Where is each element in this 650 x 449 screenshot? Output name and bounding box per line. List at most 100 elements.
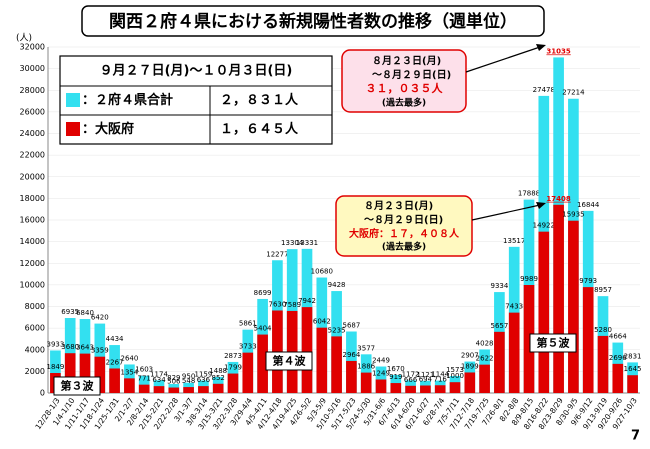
bar — [582, 287, 594, 393]
data-label: 9793 — [579, 277, 597, 285]
bar — [124, 378, 135, 393]
callout-text: ～８月２９日(日) — [372, 69, 451, 81]
callout-box — [341, 49, 467, 113]
wave-box — [265, 351, 313, 371]
bar — [434, 385, 446, 393]
y-tick-label: 14000 — [20, 237, 45, 246]
data-label: 3643 — [76, 344, 94, 352]
bar — [138, 384, 150, 393]
data-label: 2449 — [372, 357, 390, 365]
bar — [64, 353, 76, 393]
data-label: 1121 — [416, 371, 434, 379]
bar — [153, 386, 165, 393]
bar — [183, 387, 194, 393]
data-label: 1645 — [624, 365, 642, 373]
wave-box — [53, 376, 101, 396]
bar — [242, 352, 254, 393]
data-label: 6840 — [76, 309, 94, 317]
bar — [79, 353, 91, 393]
bar — [227, 373, 239, 393]
data-label: 27214 — [562, 89, 585, 97]
data-label: 5280 — [594, 326, 612, 334]
chart-title: 関西２府４県における新規陽性者数の推移（週単位） — [109, 11, 517, 32]
data-label: 4664 — [609, 333, 627, 341]
data-label: 2267 — [106, 358, 124, 366]
y-tick-label: 26000 — [20, 107, 45, 116]
bar — [198, 386, 209, 393]
data-label: 9334 — [490, 282, 508, 290]
data-label: 13304 — [281, 239, 304, 247]
data-label: 4434 — [106, 335, 124, 343]
bar — [50, 350, 61, 393]
data-label: 1488 — [209, 367, 227, 375]
y-tick-label: 28000 — [20, 86, 45, 95]
data-label: 919 — [389, 373, 402, 381]
data-label: 1899 — [461, 362, 479, 370]
data-label: 3577 — [357, 344, 375, 352]
data-label: 17408 — [546, 195, 570, 203]
title-box — [81, 5, 545, 37]
data-label: 13517 — [503, 237, 525, 245]
data-label: 12277 — [266, 250, 288, 258]
data-label: 13331 — [296, 239, 318, 247]
bar — [464, 372, 476, 393]
arrowhead — [536, 202, 546, 209]
data-label: 5235 — [328, 326, 346, 334]
y-unit: (人) — [16, 33, 32, 44]
legend-label: ：大阪府 — [82, 121, 134, 137]
bar — [612, 363, 624, 393]
bar — [301, 307, 313, 393]
legend-swatch — [66, 122, 80, 136]
data-label: 1670 — [387, 365, 405, 373]
y-tick-label: 30000 — [20, 64, 45, 73]
data-label: 6935 — [61, 308, 79, 316]
callout-text: ３１，０３５人 — [366, 81, 444, 95]
y-tick-label: 2000 — [25, 367, 45, 376]
data-label: 7630 — [268, 301, 286, 309]
callout-arrow — [471, 204, 541, 221]
data-label: 1799 — [224, 364, 242, 372]
wave-label: 第４波 — [273, 354, 307, 368]
data-label: 16844 — [577, 201, 600, 209]
data-label: 31035 — [546, 47, 570, 55]
callout-text: (過去最多) — [382, 241, 426, 253]
legend-period: ９月２７日(月)～１０月３日(日) — [100, 64, 293, 79]
data-label: 2622 — [476, 355, 494, 363]
y-tick-label: 8000 — [25, 302, 45, 311]
bar — [553, 204, 564, 393]
wave-box — [529, 333, 577, 353]
legend-box — [59, 55, 333, 145]
data-label: 1000 — [446, 372, 464, 380]
bar — [508, 312, 520, 393]
data-label: 1144 — [431, 371, 449, 379]
data-label: 5861 — [239, 320, 257, 328]
bar — [494, 331, 505, 393]
data-label: 694 — [419, 375, 433, 383]
bar — [449, 382, 461, 393]
y-tick-label: 20000 — [20, 172, 45, 181]
bar — [568, 220, 579, 393]
bar — [138, 375, 150, 393]
data-label: 6420 — [91, 314, 109, 322]
data-label: 829 — [167, 374, 180, 382]
callout-text: (過去最多) — [382, 97, 426, 109]
bar — [405, 385, 416, 393]
data-label: 1354 — [120, 368, 138, 376]
data-label: 14922 — [533, 222, 555, 230]
data-label: 10680 — [311, 268, 333, 276]
data-label: 716 — [434, 375, 448, 383]
bar — [597, 335, 609, 393]
bar — [360, 372, 372, 393]
data-label: 1603 — [135, 366, 153, 374]
bar — [316, 327, 328, 393]
data-label: 636 — [197, 376, 211, 384]
data-label: 3680 — [61, 343, 79, 351]
bar — [479, 364, 490, 393]
data-label: 15935 — [562, 211, 584, 219]
y-tick-label: 32000 — [20, 43, 45, 52]
callout-arrow — [465, 46, 541, 73]
data-label: 1886 — [357, 363, 375, 371]
data-label: 2640 — [120, 354, 138, 362]
y-tick-label: 12000 — [20, 259, 45, 268]
